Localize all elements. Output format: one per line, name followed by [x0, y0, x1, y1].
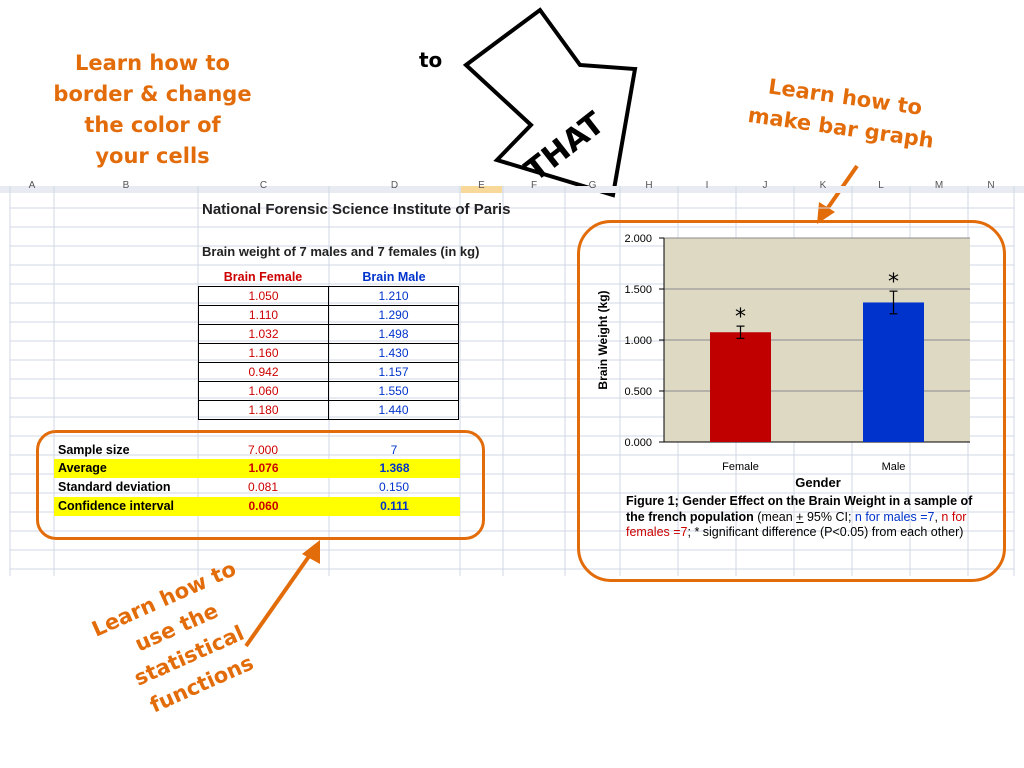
- callout-bar-graph: Learn how to make bar graph: [735, 68, 952, 159]
- male-cell[interactable]: 1.430: [328, 343, 459, 363]
- header-brain-male[interactable]: Brain Male: [362, 270, 426, 284]
- stats-highlight-box: [36, 430, 485, 540]
- stat-male-confidence[interactable]: 0.111: [329, 497, 460, 516]
- bar-male: [863, 302, 924, 442]
- chart-bars: **: [710, 270, 924, 442]
- column-letter[interactable]: F: [530, 180, 538, 190]
- x-tick-label: Male: [882, 461, 906, 473]
- female-cell[interactable]: 1.180: [198, 400, 329, 420]
- female-cell[interactable]: 1.160: [198, 343, 329, 363]
- y-axis-label: Brain Weight (kg): [596, 290, 610, 389]
- y-tick-label: 1.000: [624, 335, 652, 347]
- x-axis-label: Gender: [795, 475, 841, 488]
- stat-label-std-dev[interactable]: Standard deviation: [58, 480, 171, 494]
- column-letter[interactable]: L: [878, 180, 884, 190]
- callout-line: your cells: [95, 144, 210, 168]
- caption-females: n for females =7: [626, 509, 967, 540]
- table-row: 1.110 1.290: [198, 305, 459, 325]
- stat-male-std-dev[interactable]: 0.150: [378, 480, 410, 494]
- male-cell[interactable]: 1.290: [328, 305, 459, 325]
- y-tick-label: 0.500: [624, 386, 652, 398]
- caption-males: n for males =7: [854, 509, 935, 524]
- male-cell[interactable]: 1.440: [328, 400, 459, 420]
- column-letter[interactable]: B: [122, 180, 130, 190]
- stat-male-average[interactable]: 1.368: [329, 459, 460, 478]
- stat-label-average[interactable]: Average: [54, 459, 198, 478]
- stat-female-sample-size[interactable]: 7.000: [247, 443, 279, 457]
- that-arrow-icon: THAT: [462, 7, 638, 198]
- to-label: to: [419, 48, 443, 72]
- header-brain-female[interactable]: Brain Female: [223, 270, 303, 284]
- column-letter[interactable]: J: [762, 180, 768, 190]
- column-letter[interactable]: A: [28, 180, 36, 190]
- stat-female-average[interactable]: 1.076: [198, 459, 329, 478]
- callout-line: the color of: [84, 113, 221, 137]
- x-tick-label: Female: [722, 461, 759, 473]
- stat-label-confidence[interactable]: Confidence interval: [54, 497, 198, 516]
- column-letter[interactable]: M: [934, 180, 944, 190]
- male-cell[interactable]: 1.498: [328, 324, 459, 344]
- stat-male-sample-size[interactable]: 7: [390, 443, 398, 457]
- callout-line: Learn how to: [75, 51, 230, 75]
- callout-line: border & change: [53, 82, 252, 106]
- data-table: 1.050 1.210 1.110 1.290 1.032 1.498 1.160 1.…: [198, 286, 459, 420]
- female-cell[interactable]: 1.050: [198, 286, 329, 306]
- y-tick-label: 2.000: [624, 233, 652, 245]
- column-letter[interactable]: H: [645, 180, 653, 190]
- stat-label-sample-size[interactable]: Sample size: [58, 443, 130, 457]
- table-row: 0.942 1.157: [198, 362, 459, 382]
- column-letter[interactable]: E: [478, 180, 485, 190]
- caption-part: (mean: [753, 509, 797, 524]
- column-header-bar: [0, 186, 1024, 193]
- y-tick-label: 0.000: [624, 437, 652, 449]
- y-tick-labels: 0.000 0.500 1.000 1.500 2.000: [624, 233, 664, 449]
- female-cell[interactable]: 0.942: [198, 362, 329, 382]
- column-letter[interactable]: D: [390, 180, 399, 190]
- table-row: 1.160 1.430: [198, 343, 459, 363]
- x-tick-labels: Female Male: [722, 461, 905, 473]
- stat-female-std-dev[interactable]: 0.081: [247, 480, 279, 494]
- significance-mark: *: [888, 270, 899, 295]
- sheet-subtitle[interactable]: Brain weight of 7 males and 7 females (i…: [202, 244, 480, 259]
- male-cell[interactable]: 1.210: [328, 286, 459, 306]
- figure-caption: Figure 1; Gender Effect on the Brain Wei…: [626, 494, 976, 541]
- column-letter[interactable]: K: [819, 180, 827, 190]
- caption-part: ; * significant difference (P<0.05) from…: [687, 525, 964, 539]
- sheet-title[interactable]: National Forensic Science Institute of P…: [202, 201, 511, 218]
- y-tick-label: 1.500: [624, 284, 652, 296]
- column-letter[interactable]: C: [259, 180, 268, 190]
- female-cell[interactable]: 1.110: [198, 305, 329, 325]
- female-cell[interactable]: 1.032: [198, 324, 329, 344]
- caption-sep: ,: [934, 509, 942, 524]
- chart-highlight-box: [577, 220, 1006, 582]
- table-row: 1.032 1.498: [198, 324, 459, 344]
- column-letter[interactable]: I: [705, 180, 709, 190]
- table-row: 1.180 1.440: [198, 400, 459, 420]
- column-letter[interactable]: G: [588, 180, 597, 190]
- selected-column-header: [461, 186, 502, 193]
- male-cell[interactable]: 1.550: [328, 381, 459, 401]
- table-row: 1.060 1.550: [198, 381, 459, 401]
- female-cell[interactable]: 1.060: [198, 381, 329, 401]
- caption-plusminus: +: [796, 509, 804, 524]
- table-row: 1.050 1.210: [198, 286, 459, 306]
- caption-bold: Figure 1; Gender Effect on the Brain Wei…: [626, 494, 973, 524]
- callout-border-cells: Learn how to border & change the color o…: [40, 48, 265, 172]
- column-letter[interactable]: N: [987, 180, 995, 190]
- caption-part: 95% CI;: [803, 509, 855, 524]
- arrow-to-stats-icon: [244, 540, 320, 648]
- significance-mark: *: [735, 305, 746, 330]
- stat-female-confidence[interactable]: 0.060: [198, 497, 329, 516]
- spreadsheet: A B C D E F G H I J K L M N National Forensic Science…: [0, 180, 1024, 578]
- male-cell[interactable]: 1.157: [328, 362, 459, 382]
- bar-female: [710, 332, 771, 442]
